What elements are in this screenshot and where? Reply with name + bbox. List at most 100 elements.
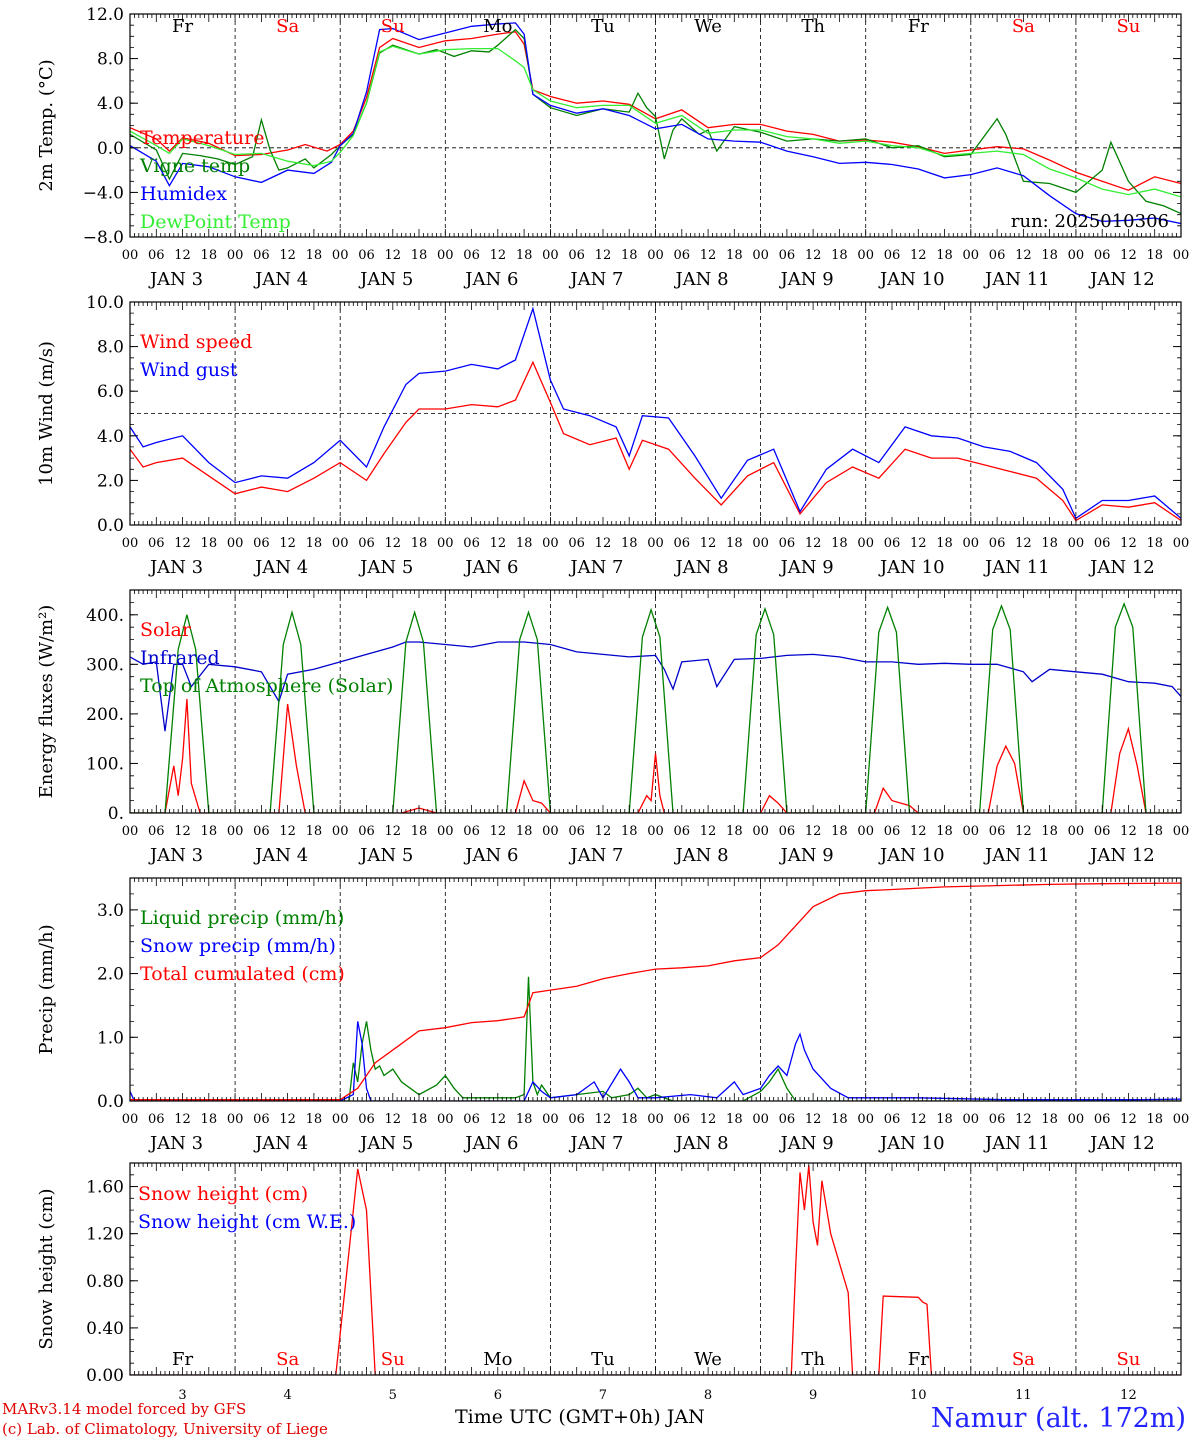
hour-tick-label: 12 [279,1112,296,1127]
hour-tick-label: 00 [647,248,664,263]
day-abbr-label: Fr [172,16,193,37]
hour-tick-label: 12 [490,536,507,551]
date-label: JAN 10 [878,845,945,866]
y-tick-label: 3.0 [97,901,124,921]
hour-tick-label: 06 [358,536,375,551]
hour-tick-label: 06 [568,1112,585,1127]
hour-tick-label: 00 [752,824,769,839]
legend-entry: Snow height (cm) [138,1183,308,1205]
hour-tick-label: 06 [358,824,375,839]
hour-tick-label: 12 [174,824,191,839]
hour-tick-label: 18 [1041,536,1058,551]
y-tick-label: 0.00 [86,1366,124,1386]
date-label: JAN 8 [673,269,728,290]
hour-tick-label: 06 [1094,1112,1111,1127]
model-credit: MARv3.14 model forced by GFS [2,1400,247,1418]
hour-tick-label: 18 [1146,536,1163,551]
hour-tick-label: 06 [568,536,585,551]
hour-tick-label: 00 [857,248,874,263]
hour-tick-label: 00 [752,248,769,263]
series-line-humidex [130,22,1181,225]
hour-tick-label: 18 [1041,248,1058,263]
hour-tick-label: 18 [1146,248,1163,263]
hour-tick-label: 18 [201,248,218,263]
hour-tick-label: 00 [437,248,454,263]
date-label: JAN 9 [779,845,834,866]
day-number-label: 12 [1120,1388,1137,1403]
date-label: JAN 11 [983,845,1050,866]
hour-tick-label: 12 [595,824,612,839]
hour-tick-label: 06 [148,1112,165,1127]
hour-tick-label: 06 [674,248,691,263]
y-tick-label: 0. [108,804,124,824]
day-number-label: 8 [704,1388,712,1403]
series-line-liquid-precip-mm-h- [130,976,1181,1101]
hour-tick-label: 06 [674,824,691,839]
y-tick-label: 4.0 [97,427,124,447]
hour-tick-label: 12 [910,1112,927,1127]
panel-1: −8.0 −4.0 0.0 4.0 8.0 12.0 2m Temp. (°C) Fr Sa Su… [36,5,1189,290]
hour-tick-label: 18 [411,824,428,839]
day-abbr-label: Fr [908,16,929,37]
y-axis-label: Precip (mm/h) [36,924,57,1054]
y-tick-label: 2.0 [97,965,124,985]
date-label: JAN 12 [1088,845,1155,866]
date-label: JAN 3 [148,557,203,578]
hour-tick-label: 06 [358,1112,375,1127]
day-abbr-label: Su [381,16,405,37]
hour-tick-label: 06 [253,536,270,551]
day-number-label: 7 [599,1388,607,1403]
hour-tick-label: 00 [542,248,559,263]
hour-tick-label: 18 [936,824,953,839]
hour-tick-label: 06 [463,824,480,839]
hour-tick-label: 00 [963,536,980,551]
y-tick-label: 400. [86,606,124,626]
legend-entry: Snow height (cm W.E.) [138,1211,356,1233]
legend-entry: DewPoint Temp [140,211,291,233]
date-label: JAN 11 [983,269,1050,290]
date-label: JAN 8 [673,557,728,578]
date-label: JAN 11 [983,557,1050,578]
legend-entry: Wind gust [140,359,238,381]
day-number-label: 5 [389,1388,397,1403]
y-minor-ticks [130,1162,1181,1376]
day-abbr-label: Sa [1012,1349,1035,1370]
date-label: JAN 3 [148,1133,203,1154]
hour-tick-label: 12 [700,536,717,551]
legend-entry: Wind speed [140,331,252,353]
hour-tick-label: 18 [306,1112,323,1127]
y-tick-label: 0.0 [97,516,124,536]
hour-tick-label: 06 [989,1112,1006,1127]
hour-tick-label: 06 [989,536,1006,551]
day-abbr-label: Su [381,1349,405,1370]
hour-tick-label: 12 [805,1112,822,1127]
y-minor-ticks [130,589,1181,814]
hour-tick-label: 00 [752,536,769,551]
day-abbr-label: Sa [276,16,299,37]
hour-tick-label: 00 [857,536,874,551]
hour-tick-label: 06 [148,248,165,263]
y-axis-label: 10m Wind (m/s) [36,341,57,486]
date-label: JAN 5 [358,1133,413,1154]
day-abbr-label: Fr [172,1349,193,1370]
series-line-vigne-temp [130,28,1181,215]
hour-tick-label: 12 [805,248,822,263]
panel-5: 0.00 0.40 0.80 1.20 1.60 Snow height (cm) Fr Sa… [36,1162,1182,1403]
day-abbr-label: Fr [908,1349,929,1370]
hour-tick-label: 12 [1015,1112,1032,1127]
panel-4: 0.0 1.0 2.0 3.0 Precip (mm/h) 00 06 12 18 00 06 12 1… [36,877,1189,1154]
y-tick-label: 8.0 [97,338,124,358]
day-abbr-label: Su [1116,1349,1140,1370]
hour-tick-label: 18 [516,1112,533,1127]
hour-tick-label: 06 [463,536,480,551]
hour-tick-label: 06 [674,536,691,551]
hour-tick-label: 18 [831,1112,848,1127]
y-tick-label: 0.80 [86,1272,124,1292]
date-label: JAN 12 [1088,557,1155,578]
hour-tick-label: 18 [201,1112,218,1127]
hour-tick-label: 18 [831,248,848,263]
hour-tick-label: 12 [595,1112,612,1127]
hour-tick-label: 12 [700,1112,717,1127]
day-abbr-label: Th [801,16,825,37]
